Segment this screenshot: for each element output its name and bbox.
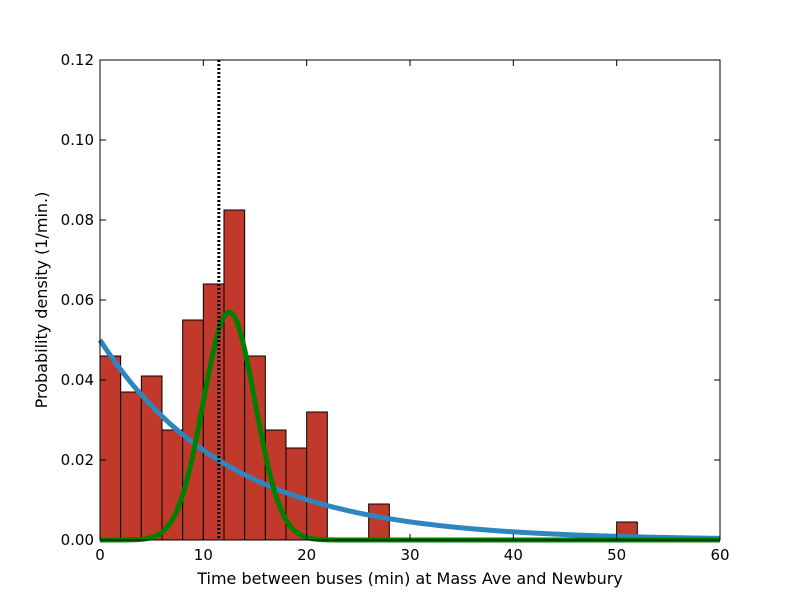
y-tick-label: 0.04 (61, 371, 94, 389)
x-tick-label: 60 (710, 546, 729, 564)
y-tick-label: 0.10 (61, 131, 94, 149)
y-tick-label: 0.02 (61, 451, 94, 469)
histogram-bar (368, 503, 390, 541)
histogram-bar (306, 411, 328, 541)
y-tick-label: 0.06 (61, 291, 94, 309)
axis-ticks: 0 10 20 30 40 50 60 0.00 0.02 0.04 0.06 0.08 0.10 0.1… (61, 51, 730, 564)
y-tick-label: 0.12 (61, 51, 94, 69)
x-tick-label: 20 (297, 546, 316, 564)
x-axis-label: Time between buses (min) at Mass Ave and… (196, 569, 623, 588)
histogram-bar (120, 391, 142, 541)
x-tick-label: 0 (95, 546, 105, 564)
x-tick-label: 40 (504, 546, 523, 564)
x-tick-label: 50 (607, 546, 626, 564)
y-tick-label: 0.00 (61, 531, 94, 549)
y-axis-label: Probability density (1/min.) (32, 192, 51, 409)
histogram-bar (223, 209, 246, 541)
x-tick-label: 30 (400, 546, 419, 564)
y-tick-label: 0.08 (61, 211, 94, 229)
histogram-bar (99, 355, 122, 541)
x-tick-label: 10 (194, 546, 213, 564)
